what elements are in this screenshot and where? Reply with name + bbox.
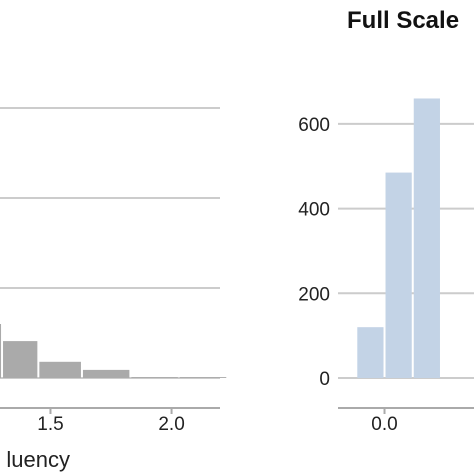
histogram-bar <box>0 324 2 378</box>
histogram-bar <box>413 98 440 379</box>
histogram-bar <box>385 172 412 378</box>
panel-right-histogram: 0 200 400 600 0.0 Full Scale <box>298 7 474 435</box>
x-tick-label: 0.0 <box>371 414 397 435</box>
histogram-bar <box>357 327 384 378</box>
histogram-bar <box>82 369 130 378</box>
histogram-bar <box>131 377 178 378</box>
histogram-bar <box>3 341 38 378</box>
x-tick-label: 1.5 <box>37 414 63 435</box>
histogram-bar <box>39 361 81 378</box>
y-tick-label: 200 <box>298 284 330 305</box>
panel-title: Full Scale <box>347 7 459 34</box>
panel-left-histogram: 1.5 2.0 luency <box>0 107 227 472</box>
y-tick-label: 600 <box>298 115 330 136</box>
x-axis-title: luency <box>6 447 70 472</box>
y-tick-label: 400 <box>298 200 330 221</box>
y-tick-label: 0 <box>319 369 330 390</box>
x-tick-label: 2.0 <box>158 414 184 435</box>
histogram-bar <box>179 377 227 378</box>
